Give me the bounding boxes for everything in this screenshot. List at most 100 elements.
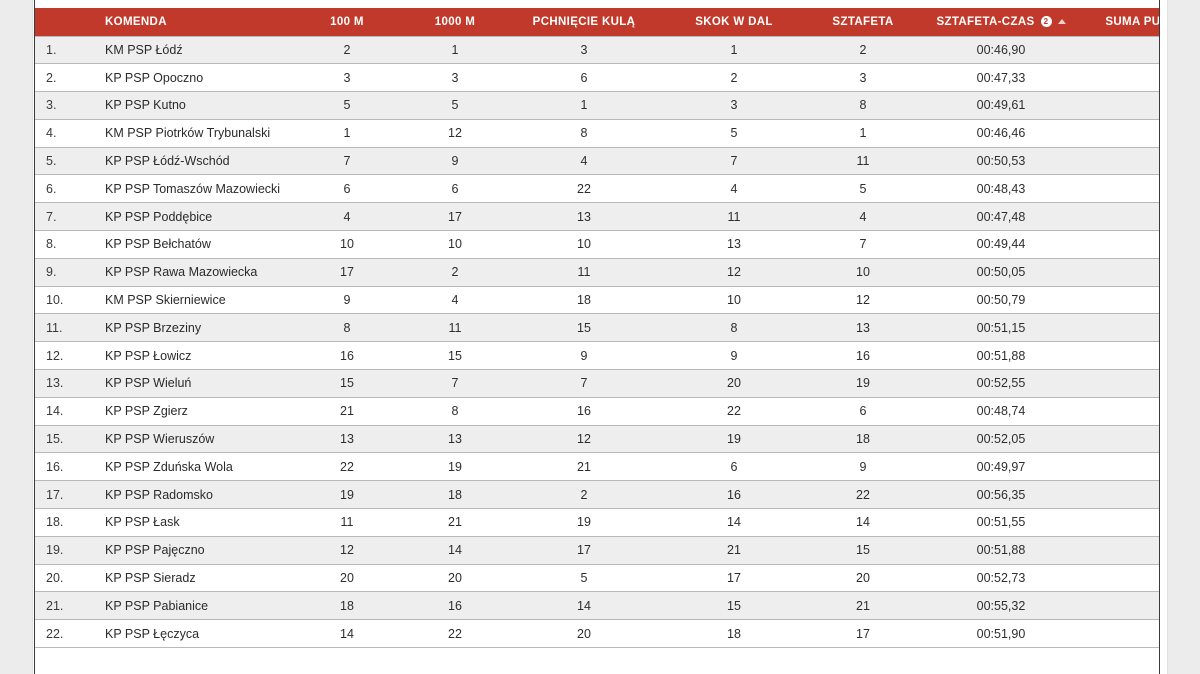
cell-sztafeta: 16 <box>809 341 917 371</box>
cell-rank: 16. <box>35 452 83 482</box>
cell-kula: 14 <box>509 591 659 621</box>
table-tail-spacer <box>35 648 1159 674</box>
cell-komenda: KP PSP Łowicz <box>83 341 293 371</box>
sort-ascending-icon[interactable] <box>1057 19 1066 25</box>
cell-dal: 4 <box>659 174 809 204</box>
cell-czas: 00:52,55 <box>917 369 1085 398</box>
cell-sztafeta: 6 <box>809 396 917 426</box>
column-header-rank[interactable] <box>35 8 83 36</box>
column-header-m100[interactable]: 100 M <box>293 8 401 36</box>
cell-kula: 20 <box>509 619 659 649</box>
cell-kula: 3 <box>509 35 659 65</box>
column-header-kula[interactable]: PCHNIĘCIE KULĄ <box>509 8 659 36</box>
cell-czas: 00:50,53 <box>917 146 1085 176</box>
cell-m100: 1 <box>293 118 401 148</box>
cell-rank: 5. <box>35 146 83 176</box>
cell-komenda: KP PSP Łęczyca <box>83 619 293 649</box>
column-header-m1000[interactable]: 1000 M <box>401 8 509 36</box>
cell-rank: 17. <box>35 480 83 510</box>
cell-dal: 10 <box>659 285 809 315</box>
cell-m1000: 14 <box>401 535 509 565</box>
cell-czas: 00:49,97 <box>917 452 1085 482</box>
column-header-sztafeta[interactable]: SZTAFETA <box>809 8 917 36</box>
cell-czas: 00:51,90 <box>917 619 1085 649</box>
cell-m100: 16 <box>293 341 401 371</box>
cell-komenda: KP PSP Łask <box>83 508 293 537</box>
table-row[interactable]: 6. KP PSP Tomaszów Mazowiecki 6 6 22 4 5 00:48,… <box>35 174 1159 204</box>
cell-kula: 12 <box>509 424 659 454</box>
cell-suma: 38 <box>1085 146 1159 176</box>
column-header-komenda[interactable]: KOMENDA <box>83 8 293 36</box>
cell-sztafeta: 17 <box>809 619 917 649</box>
cell-suma: 73 <box>1085 396 1159 426</box>
cell-m100: 9 <box>293 285 401 315</box>
cell-komenda: KP PSP Pabianice <box>83 591 293 621</box>
cell-suma: 65 <box>1085 341 1159 371</box>
column-header-inner: KOMENDA <box>105 16 167 28</box>
cell-m1000: 8 <box>401 396 509 426</box>
cell-dal: 17 <box>659 563 809 593</box>
table-row[interactable]: 4. KM PSP Piotrków Trybunalski 1 12 8 5 1 00:46… <box>35 118 1159 148</box>
cell-m1000: 19 <box>401 452 509 482</box>
cell-m1000: 1 <box>401 35 509 65</box>
cell-sztafeta: 7 <box>809 230 917 259</box>
table-row[interactable]: 9. KP PSP Rawa Mazowiecka 17 2 11 12 10 00:50,0… <box>35 257 1159 287</box>
column-header-suma[interactable]: SUMA PUNKTÓW1 <box>1085 8 1159 36</box>
cell-kula: 17 <box>509 535 659 565</box>
cell-rank: 19. <box>35 535 83 565</box>
cell-dal: 9 <box>659 341 809 371</box>
cell-suma: 91 <box>1085 619 1159 649</box>
cell-suma: 84 <box>1085 591 1159 621</box>
column-header-inner: 1000 M <box>435 16 475 28</box>
cell-czas: 00:46,46 <box>917 118 1085 148</box>
cell-dal: 13 <box>659 230 809 259</box>
cell-m1000: 22 <box>401 619 509 649</box>
cell-komenda: KP PSP Zgierz <box>83 396 293 426</box>
cell-rank: 2. <box>35 63 83 93</box>
cell-m1000: 9 <box>401 146 509 176</box>
cell-komenda: KP PSP Rawa Mazowiecka <box>83 257 293 287</box>
results-table-wrapper: KOMENDA 100 M 1000 M PCHNIĘCIE KULĄ SKOK W D… <box>35 8 1159 674</box>
column-header-dal[interactable]: SKOK W DAL <box>659 8 809 36</box>
cell-rank: 12. <box>35 341 83 371</box>
cell-m100: 14 <box>293 619 401 649</box>
cell-czas: 00:51,88 <box>917 341 1085 371</box>
cell-m100: 8 <box>293 313 401 343</box>
cell-suma: 9 <box>1085 35 1159 65</box>
column-header-inner: SKOK W DAL <box>695 16 773 28</box>
cell-komenda: KP PSP Kutno <box>83 91 293 120</box>
cell-czas: 00:48,74 <box>917 396 1085 426</box>
cell-komenda: KP PSP Wieluń <box>83 369 293 398</box>
cell-kula: 9 <box>509 341 659 371</box>
info-badge-icon[interactable]: 2 <box>1040 16 1052 28</box>
column-header-czas[interactable]: SZTAFETA-CZAS 2 <box>917 8 1085 36</box>
cell-sztafeta: 15 <box>809 535 917 565</box>
cell-m100: 4 <box>293 202 401 232</box>
cell-m100: 18 <box>293 591 401 621</box>
cell-komenda: KM PSP Skierniewice <box>83 285 293 315</box>
cell-sztafeta: 13 <box>809 313 917 343</box>
cell-komenda: KM PSP Piotrków Trybunalski <box>83 118 293 148</box>
cell-dal: 16 <box>659 480 809 510</box>
cell-kula: 19 <box>509 508 659 537</box>
